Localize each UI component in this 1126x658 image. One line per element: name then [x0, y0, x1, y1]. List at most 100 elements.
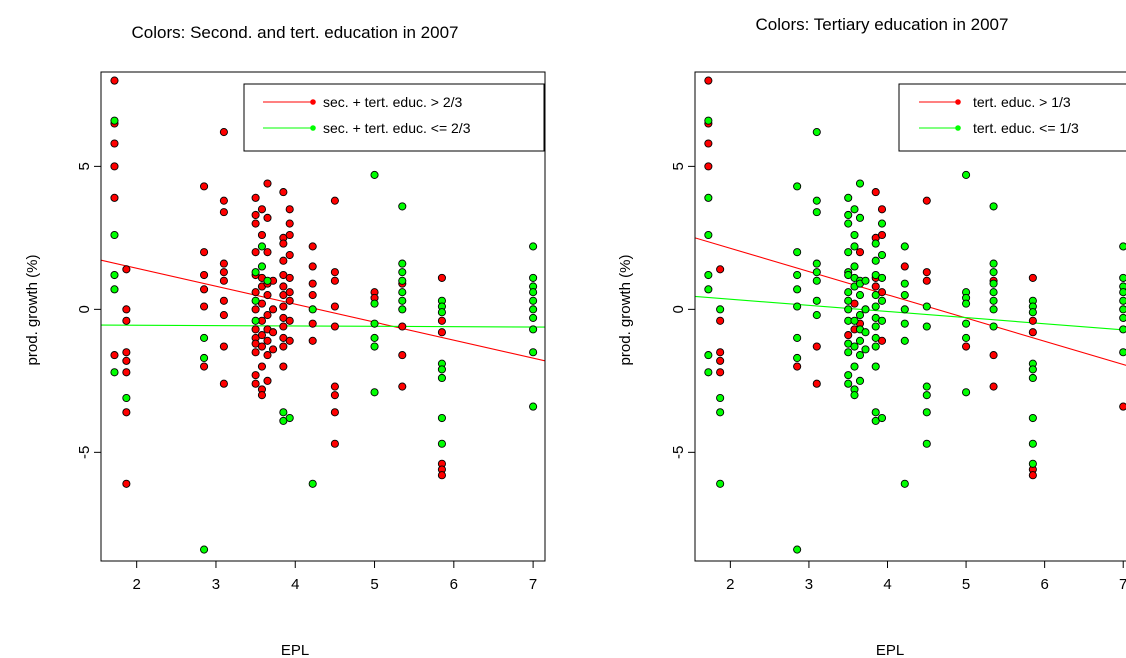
- data-point-series-1: [844, 305, 853, 314]
- data-point-series-1: [704, 285, 713, 294]
- data-point-series-0: [330, 439, 339, 448]
- data-point-series-0: [1028, 273, 1037, 282]
- data-point-series-0: [1119, 402, 1126, 411]
- data-point-series-1: [812, 276, 821, 285]
- data-point-series-0: [263, 179, 272, 188]
- data-point-series-1: [398, 202, 407, 211]
- data-point-series-1: [861, 328, 870, 337]
- data-point-series-1: [308, 479, 317, 488]
- data-point-series-0: [308, 242, 317, 251]
- data-point-series-0: [263, 291, 272, 300]
- data-point-series-1: [1119, 305, 1126, 314]
- data-point-series-1: [200, 353, 209, 363]
- data-point-series-1: [200, 333, 209, 342]
- data-point-series-1: [110, 285, 119, 294]
- data-point-series-1: [844, 348, 853, 357]
- data-point-series-1: [922, 322, 931, 331]
- x-tick-label: 6: [450, 576, 458, 593]
- data-point-series-0: [989, 351, 998, 360]
- data-point-series-0: [110, 351, 119, 360]
- data-point-series-1: [900, 336, 909, 345]
- data-point-series-1: [850, 362, 859, 371]
- data-point-series-1: [398, 305, 407, 314]
- x-tick-label: 5: [370, 576, 378, 593]
- data-point-series-1: [1119, 288, 1126, 297]
- data-point-series-0: [122, 316, 131, 325]
- data-point-series-0: [716, 368, 725, 377]
- data-point-series-1: [370, 319, 379, 328]
- data-point-series-0: [279, 256, 288, 265]
- data-point-series-1: [871, 256, 880, 265]
- data-point-series-1: [122, 393, 131, 403]
- data-point-series-1: [704, 116, 713, 125]
- fit-lines-right: [695, 237, 1126, 366]
- data-point-series-0: [251, 379, 260, 388]
- data-point-series-1: [850, 230, 859, 240]
- data-point-series-0: [330, 382, 339, 391]
- data-point-series-1: [989, 279, 998, 288]
- data-point-series-0: [330, 196, 339, 205]
- data-point-series-1: [529, 325, 538, 334]
- data-point-series-0: [122, 408, 131, 417]
- data-point-series-0: [219, 196, 228, 205]
- data-point-series-0: [922, 268, 931, 277]
- x-tick-label: 7: [1119, 576, 1126, 593]
- data-point-series-0: [263, 336, 272, 345]
- data-point-series-1: [529, 313, 538, 322]
- fit-line-series-0: [101, 259, 545, 362]
- legend-label-green-left: sec. + tert. educ. <= 2/3: [323, 120, 471, 136]
- data-point-series-1: [989, 288, 998, 297]
- data-point-series-1: [850, 391, 859, 400]
- data-point-series-1: [922, 391, 931, 400]
- data-point-series-0: [257, 342, 267, 351]
- data-point-series-1: [704, 351, 713, 360]
- legend-box-left: [243, 83, 545, 152]
- data-point-series-0: [877, 205, 887, 214]
- data-point-series-0: [704, 139, 713, 148]
- data-point-series-1: [793, 545, 802, 554]
- data-point-series-1: [1119, 296, 1126, 305]
- data-point-series-1: [370, 388, 379, 397]
- legend-left: sec. + tert. educ. > 2/3 sec. + tert. ed…: [243, 83, 545, 152]
- data-point-series-0: [219, 268, 228, 277]
- data-point-series-0: [122, 368, 131, 377]
- data-point-series-0: [251, 210, 260, 220]
- data-point-series-1: [877, 273, 887, 282]
- legend-label-green-right: tert. educ. <= 1/3: [973, 120, 1079, 136]
- x-tick-label: 2: [726, 576, 734, 593]
- data-point-series-1: [370, 170, 379, 179]
- data-point-series-1: [793, 248, 802, 257]
- data-point-series-1: [962, 170, 971, 179]
- y-tick-label: -5: [670, 446, 687, 459]
- data-point-series-0: [268, 305, 278, 314]
- data-point-series-1: [855, 291, 865, 300]
- data-point-series-1: [793, 182, 802, 191]
- data-point-series-1: [398, 259, 407, 268]
- data-point-series-0: [855, 248, 865, 257]
- data-point-series-0: [279, 282, 288, 291]
- data-point-series-0: [704, 162, 713, 171]
- data-point-series-0: [251, 348, 260, 357]
- data-point-series-0: [812, 342, 821, 351]
- data-point-series-0: [122, 348, 131, 357]
- data-point-series-1: [877, 316, 887, 325]
- data-point-series-0: [219, 311, 228, 320]
- data-point-series-1: [285, 413, 294, 423]
- data-point-series-1: [871, 408, 880, 417]
- data-point-series-0: [279, 322, 288, 331]
- data-point-series-0: [285, 288, 294, 297]
- data-point-series-0: [268, 345, 278, 354]
- x-tick-label: 6: [1040, 576, 1048, 593]
- data-point-series-1: [900, 305, 909, 314]
- data-point-series-1: [110, 270, 119, 280]
- data-point-series-1: [962, 299, 971, 308]
- data-point-series-0: [398, 382, 407, 391]
- legend-marker-red-left: [310, 99, 316, 105]
- data-point-series-0: [263, 213, 272, 222]
- data-point-series-0: [263, 311, 272, 320]
- data-point-series-1: [812, 268, 821, 277]
- data-point-series-1: [850, 205, 859, 214]
- x-tick-label: 4: [883, 576, 891, 593]
- data-point-series-1: [110, 230, 119, 240]
- data-point-series-0: [110, 139, 119, 148]
